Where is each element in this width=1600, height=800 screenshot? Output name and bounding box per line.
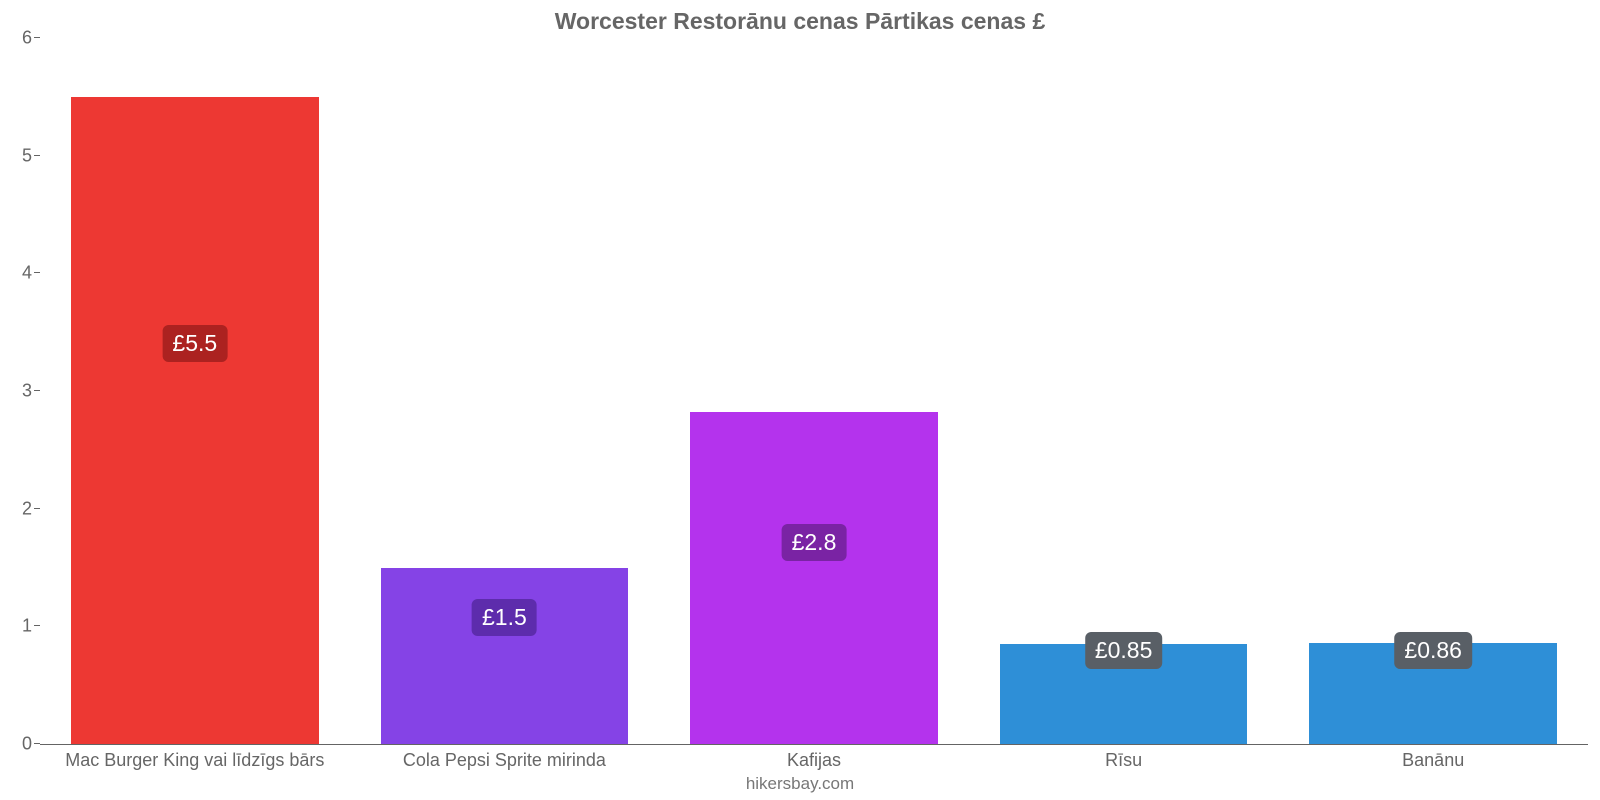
- y-axis-tick-label: 2: [12, 498, 32, 519]
- attribution-text: hikersbay.com: [0, 774, 1600, 794]
- x-axis-category-label: Cola Pepsi Sprite mirinda: [403, 750, 606, 771]
- bar-slot: Cola Pepsi Sprite mirinda£1.5: [350, 38, 660, 744]
- bar-value-badge: £1.5: [472, 599, 537, 636]
- bar: [71, 97, 319, 744]
- bar-value-badge: £5.5: [162, 325, 227, 362]
- bar-value-badge: £2.8: [782, 524, 847, 561]
- bar-slot: Banānu£0.86: [1278, 38, 1588, 744]
- x-axis-category-label: Kafijas: [787, 750, 841, 771]
- y-axis-tick-label: 5: [12, 145, 32, 166]
- y-axis-tick-label: 0: [12, 734, 32, 755]
- bar-slot: Rīsu£0.85: [969, 38, 1279, 744]
- bar-slot: Kafijas£2.8: [659, 38, 969, 744]
- x-axis-category-label: Mac Burger King vai līdzīgs bārs: [65, 750, 324, 771]
- y-axis-tick-label: 6: [12, 28, 32, 49]
- bar-value-badge: £0.85: [1085, 632, 1163, 669]
- y-axis-tick-label: 4: [12, 263, 32, 284]
- bar: [381, 568, 629, 745]
- bar-slot: Mac Burger King vai līdzīgs bārs£5.5: [40, 38, 350, 744]
- x-axis-category-label: Banānu: [1402, 750, 1464, 771]
- chart-title: Worcester Restorānu cenas Pārtikas cenas…: [0, 0, 1600, 35]
- bar: [690, 412, 938, 744]
- y-axis-tick-label: 3: [12, 381, 32, 402]
- y-axis-tick-label: 1: [12, 616, 32, 637]
- bar-value-badge: £0.86: [1394, 632, 1472, 669]
- x-axis-category-label: Rīsu: [1105, 750, 1142, 771]
- chart-plot-area: 0123456Mac Burger King vai līdzīgs bārs£…: [40, 38, 1588, 745]
